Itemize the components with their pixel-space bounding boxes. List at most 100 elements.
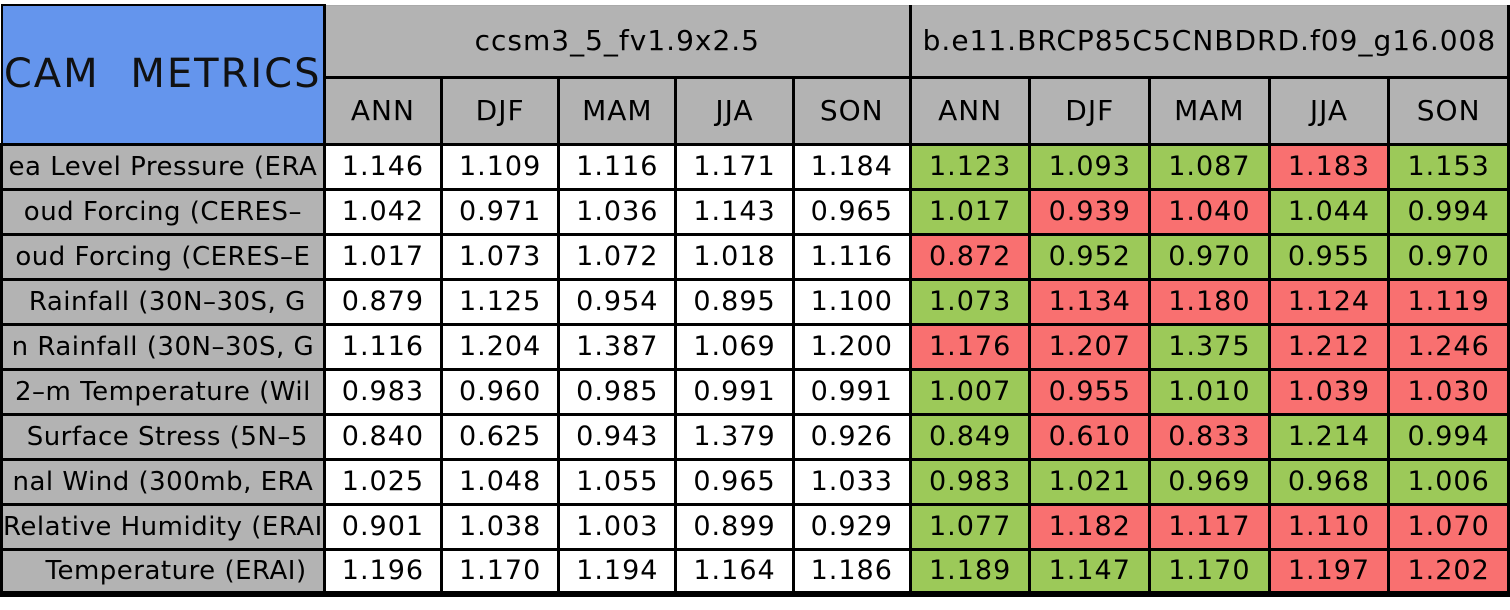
value-cell-model1-djf: 1.038 xyxy=(440,502,561,551)
season-header-model1-jja: JJA xyxy=(674,75,795,146)
metric-row-label: Rainfall (30N–30S, G xyxy=(0,277,326,326)
season-header-model1-ann: ANN xyxy=(322,75,444,146)
value-cell-model2-jja-red: 1.183 xyxy=(1267,142,1391,191)
value-cell-model2-mam-red: 1.117 xyxy=(1148,502,1271,551)
metric-row: 2–m Temperature (Wil 0.983 0.960 0.985 0.991… xyxy=(0,367,1510,416)
value-cell-model1-mam: 1.194 xyxy=(557,547,678,597)
value-cell-model1-son: 1.186 xyxy=(791,547,912,597)
value-cell-model2-jja-red: 1.110 xyxy=(1267,502,1391,551)
value-cell-model1-djf: 1.048 xyxy=(440,457,561,506)
metric-row: oud Forcing (CERES– 1.042 0.971 1.036 1.143 0… xyxy=(0,187,1510,236)
value-cell-model2-mam-green: 1.087 xyxy=(1148,142,1271,191)
metric-row: oud Forcing (CERES–E 1.017 1.073 1.072 1.018… xyxy=(0,232,1510,281)
value-cell-model2-son-green: 1.006 xyxy=(1387,457,1510,506)
value-cell-model2-son-green: 0.994 xyxy=(1387,187,1510,236)
value-cell-model2-mam-green: 0.970 xyxy=(1148,232,1271,281)
value-cell-model1-jja: 1.164 xyxy=(674,547,795,597)
value-cell-model1-mam: 0.985 xyxy=(557,367,678,416)
value-cell-model1-son: 0.929 xyxy=(791,502,912,551)
season-header-row: ANN DJF MAM JJA SON ANN DJF MAM JJA SON xyxy=(2,75,1510,146)
value-cell-model1-ann: 1.146 xyxy=(322,142,444,191)
value-cell-model2-mam-red: 1.180 xyxy=(1148,277,1271,326)
value-cell-model1-jja: 1.069 xyxy=(674,322,795,371)
season-header-model1-son: SON xyxy=(791,75,912,146)
value-cell-model2-mam-green: 1.010 xyxy=(1148,367,1271,416)
value-cell-model2-jja-red: 1.039 xyxy=(1267,367,1391,416)
value-cell-model1-jja: 0.895 xyxy=(674,277,795,326)
season-header-model2-ann: ANN xyxy=(908,75,1032,146)
value-cell-model2-ann-red: 0.872 xyxy=(908,232,1032,281)
metric-row-label: Temperature (ERAI) xyxy=(0,547,326,597)
metric-row-label: Surface Stress (5N–5 xyxy=(0,412,326,461)
value-cell-model1-ann: 0.840 xyxy=(322,412,444,461)
value-cell-model1-ann: 1.196 xyxy=(322,547,444,597)
value-cell-model1-mam: 1.055 xyxy=(557,457,678,506)
value-cell-model1-djf: 1.109 xyxy=(440,142,561,191)
value-cell-model2-ann-green: 0.849 xyxy=(908,412,1032,461)
metric-row: Relative Humidity (ERAI 0.901 1.038 1.003 0.… xyxy=(0,502,1510,551)
metric-row-label: oud Forcing (CERES– xyxy=(0,187,326,236)
value-cell-model2-son-green: 1.153 xyxy=(1387,142,1510,191)
value-cell-model2-jja-green: 1.044 xyxy=(1267,187,1391,236)
value-cell-model2-jja-red: 1.124 xyxy=(1267,277,1391,326)
metric-row: ea Level Pressure (ERA 1.146 1.109 1.116 1.1… xyxy=(0,142,1510,191)
value-cell-model2-son-green: 0.970 xyxy=(1387,232,1510,281)
value-cell-model2-jja-green: 0.955 xyxy=(1267,232,1391,281)
value-cell-model1-jja: 0.991 xyxy=(674,367,795,416)
value-cell-model1-mam: 0.954 xyxy=(557,277,678,326)
value-cell-model2-son-red: 1.246 xyxy=(1387,322,1510,371)
value-cell-model2-son-green: 0.994 xyxy=(1387,412,1510,461)
value-cell-model2-djf-red: 1.207 xyxy=(1028,322,1152,371)
metric-row: Rainfall (30N–30S, G 0.879 1.125 0.954 0.895… xyxy=(0,277,1510,326)
value-cell-model2-mam-green: 1.375 xyxy=(1148,322,1271,371)
value-cell-model1-jja: 1.379 xyxy=(674,412,795,461)
metric-row: n Rainfall (30N–30S, G 1.116 1.204 1.387 1.0… xyxy=(0,322,1510,371)
value-cell-model1-son: 0.991 xyxy=(791,367,912,416)
value-cell-model2-jja-red: 1.212 xyxy=(1267,322,1391,371)
value-cell-model2-ann-green: 1.123 xyxy=(908,142,1032,191)
value-cell-model2-mam-red: 1.040 xyxy=(1148,187,1271,236)
value-cell-model2-ann-green: 1.007 xyxy=(908,367,1032,416)
value-cell-model1-mam: 1.036 xyxy=(557,187,678,236)
value-cell-model1-jja: 0.965 xyxy=(674,457,795,506)
value-cell-model2-djf-red: 0.955 xyxy=(1028,367,1152,416)
value-cell-model1-djf: 1.170 xyxy=(440,547,561,597)
value-cell-model2-djf-red: 0.939 xyxy=(1028,187,1152,236)
value-cell-model1-ann: 1.017 xyxy=(322,232,444,281)
model-header-row: CAM METRICS ccsm3_5_fv1.9x2.5 b.e11.BRCP… xyxy=(0,4,1510,145)
value-cell-model2-ann-green: 1.017 xyxy=(908,187,1032,236)
value-cell-model2-jja-red: 1.197 xyxy=(1267,547,1391,597)
value-cell-model2-djf-green: 0.952 xyxy=(1028,232,1152,281)
value-cell-model1-ann: 1.025 xyxy=(322,457,444,506)
value-cell-model1-djf: 0.971 xyxy=(440,187,561,236)
value-cell-model1-ann: 0.983 xyxy=(322,367,444,416)
value-cell-model2-djf-red: 0.610 xyxy=(1028,412,1152,461)
value-cell-model2-djf-green: 1.093 xyxy=(1028,142,1152,191)
value-cell-model1-djf: 0.625 xyxy=(440,412,561,461)
value-cell-model2-son-red: 1.202 xyxy=(1387,547,1510,597)
value-cell-model2-mam-green: 0.969 xyxy=(1148,457,1271,506)
season-header-model2-djf: DJF xyxy=(1028,75,1152,146)
metric-row-label: oud Forcing (CERES–E xyxy=(0,232,326,281)
value-cell-model2-son-red: 1.030 xyxy=(1387,367,1510,416)
value-cell-model1-ann: 1.116 xyxy=(322,322,444,371)
season-header-model2-mam: MAM xyxy=(1148,75,1271,146)
value-cell-model2-mam-red: 0.833 xyxy=(1148,412,1271,461)
value-cell-model2-ann-green: 1.077 xyxy=(908,502,1032,551)
season-header-model2-jja: JJA xyxy=(1267,75,1391,146)
value-cell-model1-son: 1.184 xyxy=(791,142,912,191)
value-cell-model1-mam: 1.072 xyxy=(557,232,678,281)
metric-row-label: Relative Humidity (ERAI xyxy=(0,502,326,551)
value-cell-model2-mam-green: 1.170 xyxy=(1148,547,1271,597)
metric-row-label: n Rainfall (30N–30S, G xyxy=(0,322,326,371)
value-cell-model1-djf: 1.073 xyxy=(440,232,561,281)
metric-row: Temperature (ERAI) 1.196 1.170 1.194 1.164 1.… xyxy=(0,547,1510,597)
value-cell-model2-son-red: 1.070 xyxy=(1387,502,1510,551)
value-cell-model2-djf-red: 1.182 xyxy=(1028,502,1152,551)
value-cell-model2-ann-green: 1.189 xyxy=(908,547,1032,597)
value-cell-model1-mam: 1.116 xyxy=(557,142,678,191)
value-cell-model2-ann-red: 1.176 xyxy=(908,322,1032,371)
value-cell-model2-ann-green: 0.983 xyxy=(908,457,1032,506)
value-cell-model1-jja: 0.899 xyxy=(674,502,795,551)
value-cell-model2-ann-green: 1.073 xyxy=(908,277,1032,326)
